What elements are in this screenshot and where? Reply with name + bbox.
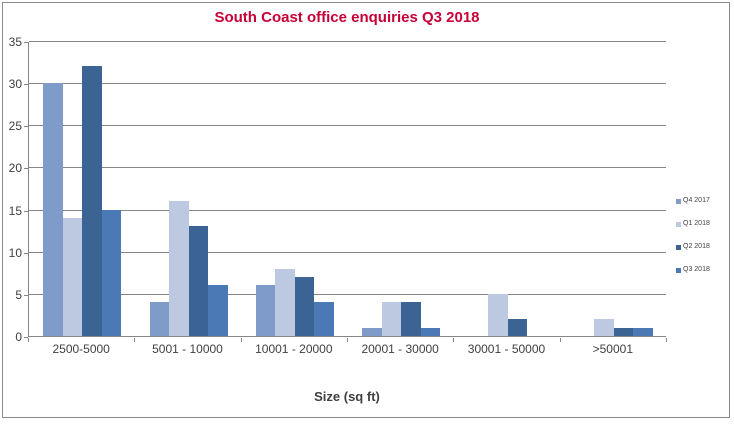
y-tick-mark <box>24 42 28 43</box>
x-axis-title: Size (sq ft) <box>314 389 380 404</box>
bar-q3-2018-cat1 <box>208 285 228 336</box>
y-tick-mark <box>24 337 28 338</box>
x-tick-mark <box>559 338 561 342</box>
y-tick-mark <box>24 252 28 254</box>
bar-q2-2018-cat5 <box>613 327 634 336</box>
y-tick-label-35: 35 <box>8 35 22 49</box>
y-tick-label-20: 20 <box>8 161 22 176</box>
x-tick-label-3: 20001 - 30000 <box>361 342 439 356</box>
gridline-25 <box>29 125 666 127</box>
bar-q2-2018-cat4 <box>507 319 527 336</box>
legend-entry-q1-2018: Q1 2018 <box>676 220 710 228</box>
legend-swatch-icon <box>676 244 681 250</box>
bar-q4-2017-cat3 <box>362 327 382 336</box>
y-tick-label-30: 30 <box>8 77 22 92</box>
legend-swatch-icon <box>676 267 681 273</box>
x-tick-label-0: 2500-5000 <box>52 342 110 356</box>
gridline-30 <box>29 83 666 85</box>
bar-q3-2018-cat5 <box>633 327 653 336</box>
gridline-20 <box>29 167 666 169</box>
y-tick-mark <box>24 84 28 86</box>
legend-label: Q1 2018 <box>683 220 710 227</box>
y-tick-mark <box>24 168 28 170</box>
gridline-35 <box>29 41 666 42</box>
x-tick-mark <box>666 338 667 342</box>
bar-q4-2017-cat1 <box>149 302 169 336</box>
gridline-15 <box>29 209 666 211</box>
y-tick-mark <box>24 126 28 128</box>
y-tick-mark <box>24 294 28 296</box>
bar-q3-2018-cat2 <box>314 302 334 336</box>
y-tick-label-15: 15 <box>8 203 22 218</box>
y-tick-mark <box>24 210 28 212</box>
legend-swatch-icon <box>676 221 681 227</box>
bar-q4-2017-cat0 <box>43 83 63 336</box>
legend-swatch-icon <box>676 198 681 204</box>
bar-q1-2018-cat4 <box>488 293 508 336</box>
legend-entry-q2-2018: Q2 2018 <box>676 243 710 251</box>
bar-q3-2018-cat0 <box>101 209 122 336</box>
chart-title: South Coast office enquiries Q3 2018 <box>214 9 480 26</box>
plot-area <box>28 41 666 337</box>
y-tick-label-10: 10 <box>8 245 22 260</box>
y-tick-label-0: 0 <box>15 330 22 344</box>
bar-q2-2018-cat3 <box>401 302 421 336</box>
x-tick-label-4: 30001 - 50000 <box>467 342 546 356</box>
bar-q4-2017-cat2 <box>255 285 276 336</box>
y-tick-label-5: 5 <box>15 287 22 302</box>
x-tick-mark <box>134 338 136 342</box>
gridline-5 <box>29 293 666 295</box>
legend-entry-q3-2018: Q3 2018 <box>676 266 710 274</box>
chart-border <box>2 2 730 418</box>
legend-entry-q4-2017: Q4 2017 <box>676 197 710 205</box>
bar-q1-2018-cat3 <box>381 302 402 336</box>
bar-q1-2018-cat1 <box>169 201 189 336</box>
x-tick-mark <box>28 338 29 342</box>
legend-label: Q4 2017 <box>683 197 710 204</box>
x-tick-mark <box>240 338 242 342</box>
legend-label: Q3 2018 <box>683 266 710 273</box>
x-tick-label-2: 10001 - 20000 <box>255 342 333 356</box>
bar-q2-2018-cat0 <box>82 66 102 336</box>
y-tick-label-25: 25 <box>8 119 22 134</box>
legend-label: Q2 2018 <box>683 243 710 250</box>
bar-q1-2018-cat0 <box>62 218 83 336</box>
bar-q3-2018-cat3 <box>420 327 441 336</box>
bar-q2-2018-cat2 <box>294 277 315 336</box>
legend: Q4 2017 Q1 2018 Q2 2018 Q3 2018 <box>676 197 710 274</box>
x-tick-label-1: 5001 - 10000 <box>152 342 223 356</box>
bar-q2-2018-cat1 <box>188 226 208 336</box>
gridline-10 <box>29 251 666 253</box>
bar-q1-2018-cat5 <box>594 319 614 336</box>
x-tick-label-5: >50001 <box>592 342 634 356</box>
x-tick-mark <box>347 338 348 342</box>
x-tick-mark <box>453 338 455 342</box>
bar-q1-2018-cat2 <box>275 268 295 336</box>
